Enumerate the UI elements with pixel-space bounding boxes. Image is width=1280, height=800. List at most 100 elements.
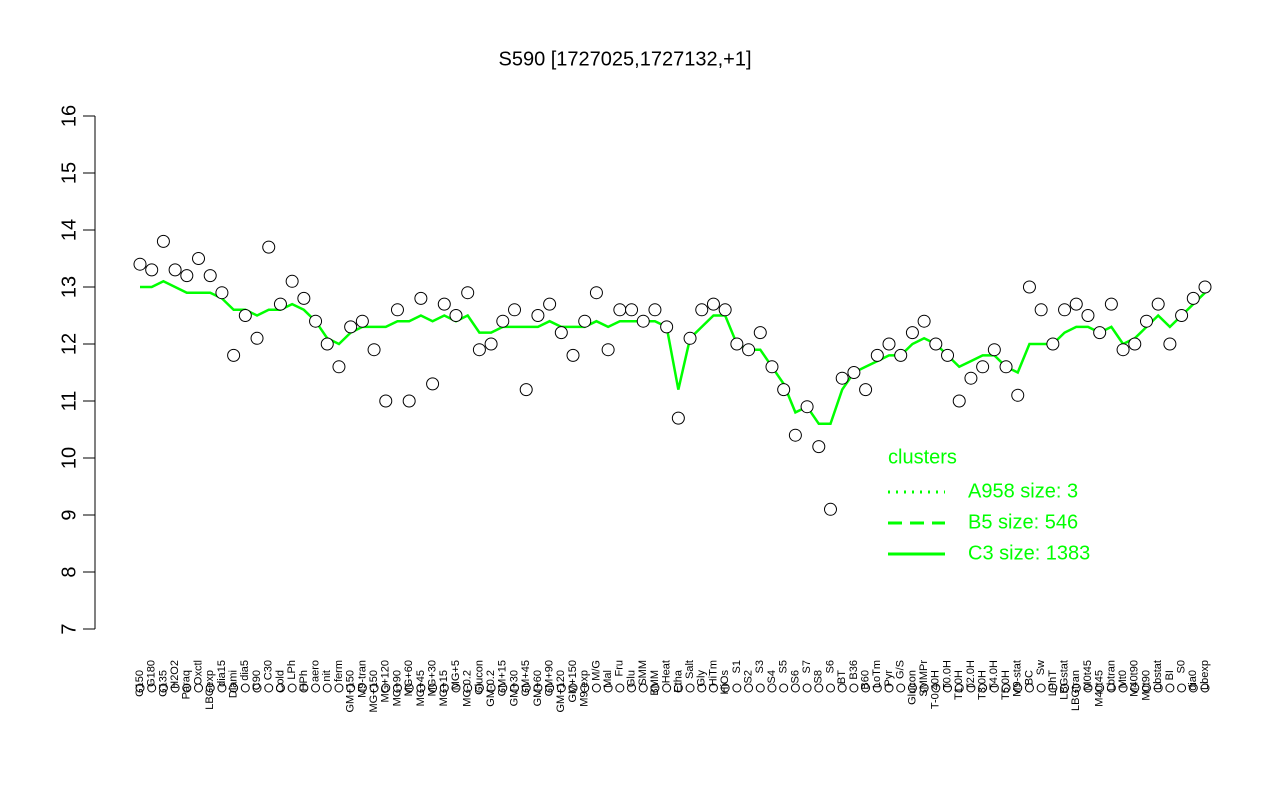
rug-mark: [954, 683, 964, 693]
point: [379, 394, 393, 408]
rug-mark: [825, 683, 835, 693]
point: [730, 337, 744, 351]
x-tick-label: Glucon: [473, 660, 485, 695]
point: [870, 348, 884, 362]
x-tick-label: T2.0H: [965, 660, 977, 690]
x-tick-label: M0t90: [1140, 670, 1152, 701]
x-tick-label: S0: [1175, 660, 1187, 673]
point: [344, 320, 358, 334]
x-tick-label: MG+45: [415, 670, 427, 706]
rug-mark: [1036, 683, 1046, 693]
x-tick-label: M/G: [590, 660, 602, 681]
x-tick-label: GM+15: [497, 660, 509, 696]
x-tick-label: GM-0.2: [485, 670, 497, 707]
point: [578, 314, 592, 328]
x-tick-label: MG-0.2: [462, 670, 474, 707]
x-tick-label: S1: [731, 660, 743, 673]
x-tick-label: LBGtran: [1070, 670, 1082, 711]
rug-mark: [673, 683, 683, 693]
point: [168, 263, 182, 277]
x-tick-label: GM+60: [532, 670, 544, 706]
point: [250, 331, 264, 345]
point: [1069, 297, 1083, 311]
rug-mark: [498, 683, 508, 693]
point: [964, 371, 978, 385]
rug-mark: [1071, 683, 1081, 693]
point: [695, 303, 709, 317]
rug-mark: [439, 683, 449, 693]
rug-mark: [849, 683, 859, 693]
legend-label: C3 size: 1383: [968, 542, 1090, 564]
x-tick-label: Paraq: [181, 670, 193, 699]
point: [952, 394, 966, 408]
x-tick-label: S6: [789, 670, 801, 683]
rug-mark: [451, 683, 461, 693]
x-tick-label: T1.0H: [953, 670, 965, 700]
x-tick-label: LBGstat: [1058, 660, 1070, 700]
x-tick-label: SMMPr: [918, 660, 930, 697]
point: [1011, 388, 1025, 402]
rug-mark: [1200, 683, 1210, 693]
point: [1186, 291, 1200, 305]
rug-mark: [404, 683, 414, 693]
x-tick-label: dia15: [216, 660, 228, 687]
point: [1128, 337, 1142, 351]
x-tick-label: GM+30: [508, 670, 520, 706]
point: [941, 348, 955, 362]
legend-label: B5 size: 546: [968, 511, 1078, 533]
point: [660, 320, 674, 334]
point: [285, 274, 299, 288]
x-tick-label: SMM: [637, 660, 649, 686]
point: [297, 291, 311, 305]
rug-mark: [147, 683, 157, 693]
x-tick-label: Heat: [661, 660, 673, 683]
rug-mark: [1060, 683, 1070, 693]
point: [987, 343, 1001, 357]
point: [1081, 309, 1095, 322]
x-tick-label: Etha: [672, 669, 684, 693]
point: [1116, 343, 1130, 357]
x-tick-label: S6: [824, 660, 836, 673]
rug-mark: [1118, 683, 1128, 693]
rug-mark: [217, 683, 227, 693]
point: [1139, 314, 1153, 328]
point: [426, 377, 440, 391]
point: [742, 343, 756, 357]
rug-mark: [779, 683, 789, 693]
point: [777, 383, 791, 397]
point: [601, 343, 615, 357]
x-tick-label: Gly: [696, 670, 708, 687]
rug-mark: [1001, 683, 1011, 693]
x-tick-label: Cold: [274, 670, 286, 693]
rug-mark: [264, 683, 274, 693]
point: [1175, 309, 1189, 322]
x-tick-label: M9-tran: [356, 660, 368, 698]
point: [414, 291, 428, 305]
point: [390, 303, 404, 317]
point: [625, 303, 639, 317]
rug-mark: [170, 683, 180, 693]
x-tick-label: M40t90: [1129, 660, 1141, 697]
point: [706, 297, 720, 311]
point: [976, 360, 990, 374]
x-tick-label: ferm: [333, 660, 345, 682]
point: [1093, 326, 1107, 340]
x-tick-label: S2: [742, 670, 754, 683]
point: [1104, 297, 1118, 311]
x-tick-label: Glu: [625, 670, 637, 687]
point: [531, 309, 545, 322]
rug-mark: [744, 683, 754, 693]
rug-mark: [638, 683, 648, 693]
x-tick-label: T5.0H: [1000, 670, 1012, 700]
rug-mark: [837, 683, 847, 693]
y-tick-label: 7: [58, 623, 80, 634]
rug-mark: [627, 683, 637, 693]
x-tick-label: Glucon: [906, 670, 918, 705]
x-tick-label: GM+120: [555, 670, 567, 713]
x-tick-label: T3.0H: [977, 670, 989, 700]
point: [753, 326, 767, 340]
point: [180, 269, 194, 283]
x-tick-label: S8: [813, 670, 825, 683]
rug-mark: [463, 683, 473, 693]
